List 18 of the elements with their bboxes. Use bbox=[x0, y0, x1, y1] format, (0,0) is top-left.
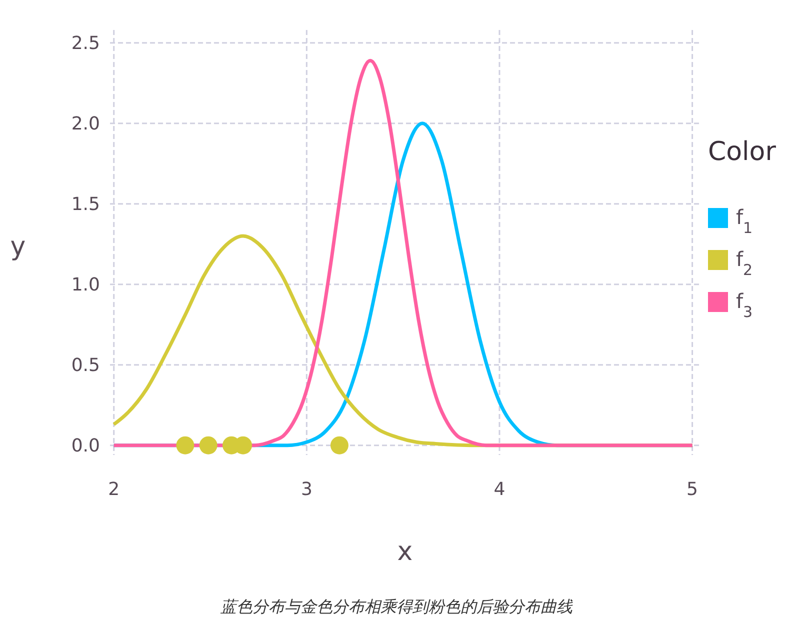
y-tick-label: 1.5 bbox=[71, 194, 100, 216]
legend-label: f$_{1}$ bbox=[736, 205, 753, 237]
y-tick-label: 2.0 bbox=[71, 114, 100, 135]
legend-label: f$_{3}$ bbox=[736, 289, 753, 321]
legend-title: Color bbox=[708, 137, 776, 167]
y-tick-label: 2.5 bbox=[71, 33, 100, 54]
line-series bbox=[112, 58, 694, 448]
x-tick-label: 5 bbox=[686, 479, 698, 500]
x-tick-label: 2 bbox=[108, 479, 120, 500]
x-axis-title: x bbox=[397, 537, 413, 567]
x-tick-label: 4 bbox=[494, 479, 506, 500]
y-tick-label: 1.0 bbox=[71, 274, 100, 296]
y-axis-title: y bbox=[10, 232, 26, 262]
y-tick-label: 0.0 bbox=[71, 436, 100, 457]
x-tick-label: 3 bbox=[300, 479, 312, 500]
legend-label: f$_{2}$ bbox=[736, 247, 753, 279]
text: 蓝色分布与金色分布相乘得到粉色的后验分布曲线 bbox=[220, 597, 574, 616]
y-tick-label: 0.5 bbox=[71, 355, 100, 376]
